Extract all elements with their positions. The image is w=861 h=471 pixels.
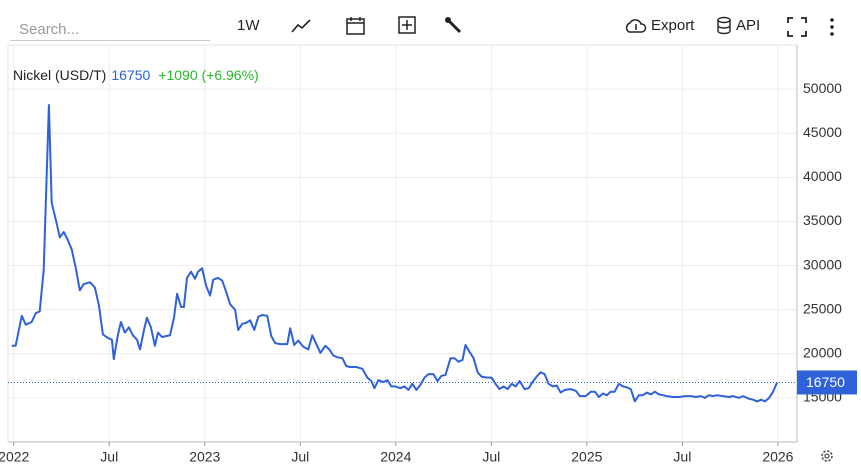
- fullscreen-icon[interactable]: [786, 16, 808, 38]
- search-box[interactable]: Search...: [10, 17, 210, 41]
- last-price-label: 16750: [806, 374, 845, 390]
- x-tick-label: Jul: [291, 449, 309, 465]
- chart-header: Nickel (USD/T) 16750 +1090 (+6.96%): [13, 67, 259, 83]
- more-icon[interactable]: [826, 16, 838, 38]
- x-tick-label: 2022: [0, 449, 30, 465]
- x-tick-label: Jul: [482, 449, 500, 465]
- plot: 1500020000250003000035000400004500050000…: [0, 44, 857, 465]
- price-line: [11, 104, 779, 403]
- calendar-icon[interactable]: [345, 15, 367, 37]
- x-tick-label: 2023: [189, 449, 220, 465]
- instrument-name: Nickel (USD/T): [13, 67, 106, 83]
- price-change: +1090 (+6.96%): [158, 67, 258, 83]
- x-tick-label: 2026: [762, 449, 793, 465]
- export-icon[interactable]: [624, 17, 648, 35]
- y-tick-label: 25000: [803, 300, 842, 316]
- x-tick-label: Jul: [673, 449, 691, 465]
- export-button[interactable]: Export: [651, 17, 695, 34]
- y-tick-label: 45000: [803, 124, 842, 140]
- add-icon[interactable]: [397, 15, 419, 37]
- x-tick-label: Jul: [100, 449, 118, 465]
- range-button[interactable]: 1W: [237, 17, 260, 34]
- y-tick-label: 50000: [803, 80, 842, 96]
- api-icon[interactable]: [716, 16, 734, 36]
- last-price-badge: [797, 370, 857, 395]
- x-tick-label: 2024: [380, 449, 411, 465]
- last-price: 16750: [111, 67, 150, 83]
- settings-icon[interactable]: [821, 450, 833, 462]
- chart-type-icon[interactable]: [290, 16, 312, 36]
- y-tick-label: 40000: [803, 168, 842, 184]
- y-tick-label: 30000: [803, 256, 842, 272]
- y-tick-label: 20000: [803, 344, 842, 360]
- x-tick-label: 2025: [571, 449, 602, 465]
- plot-frame: [7, 44, 798, 443]
- y-tick-label: 35000: [803, 212, 842, 228]
- settings-wrench-icon[interactable]: [443, 15, 465, 37]
- api-button[interactable]: API: [736, 17, 761, 34]
